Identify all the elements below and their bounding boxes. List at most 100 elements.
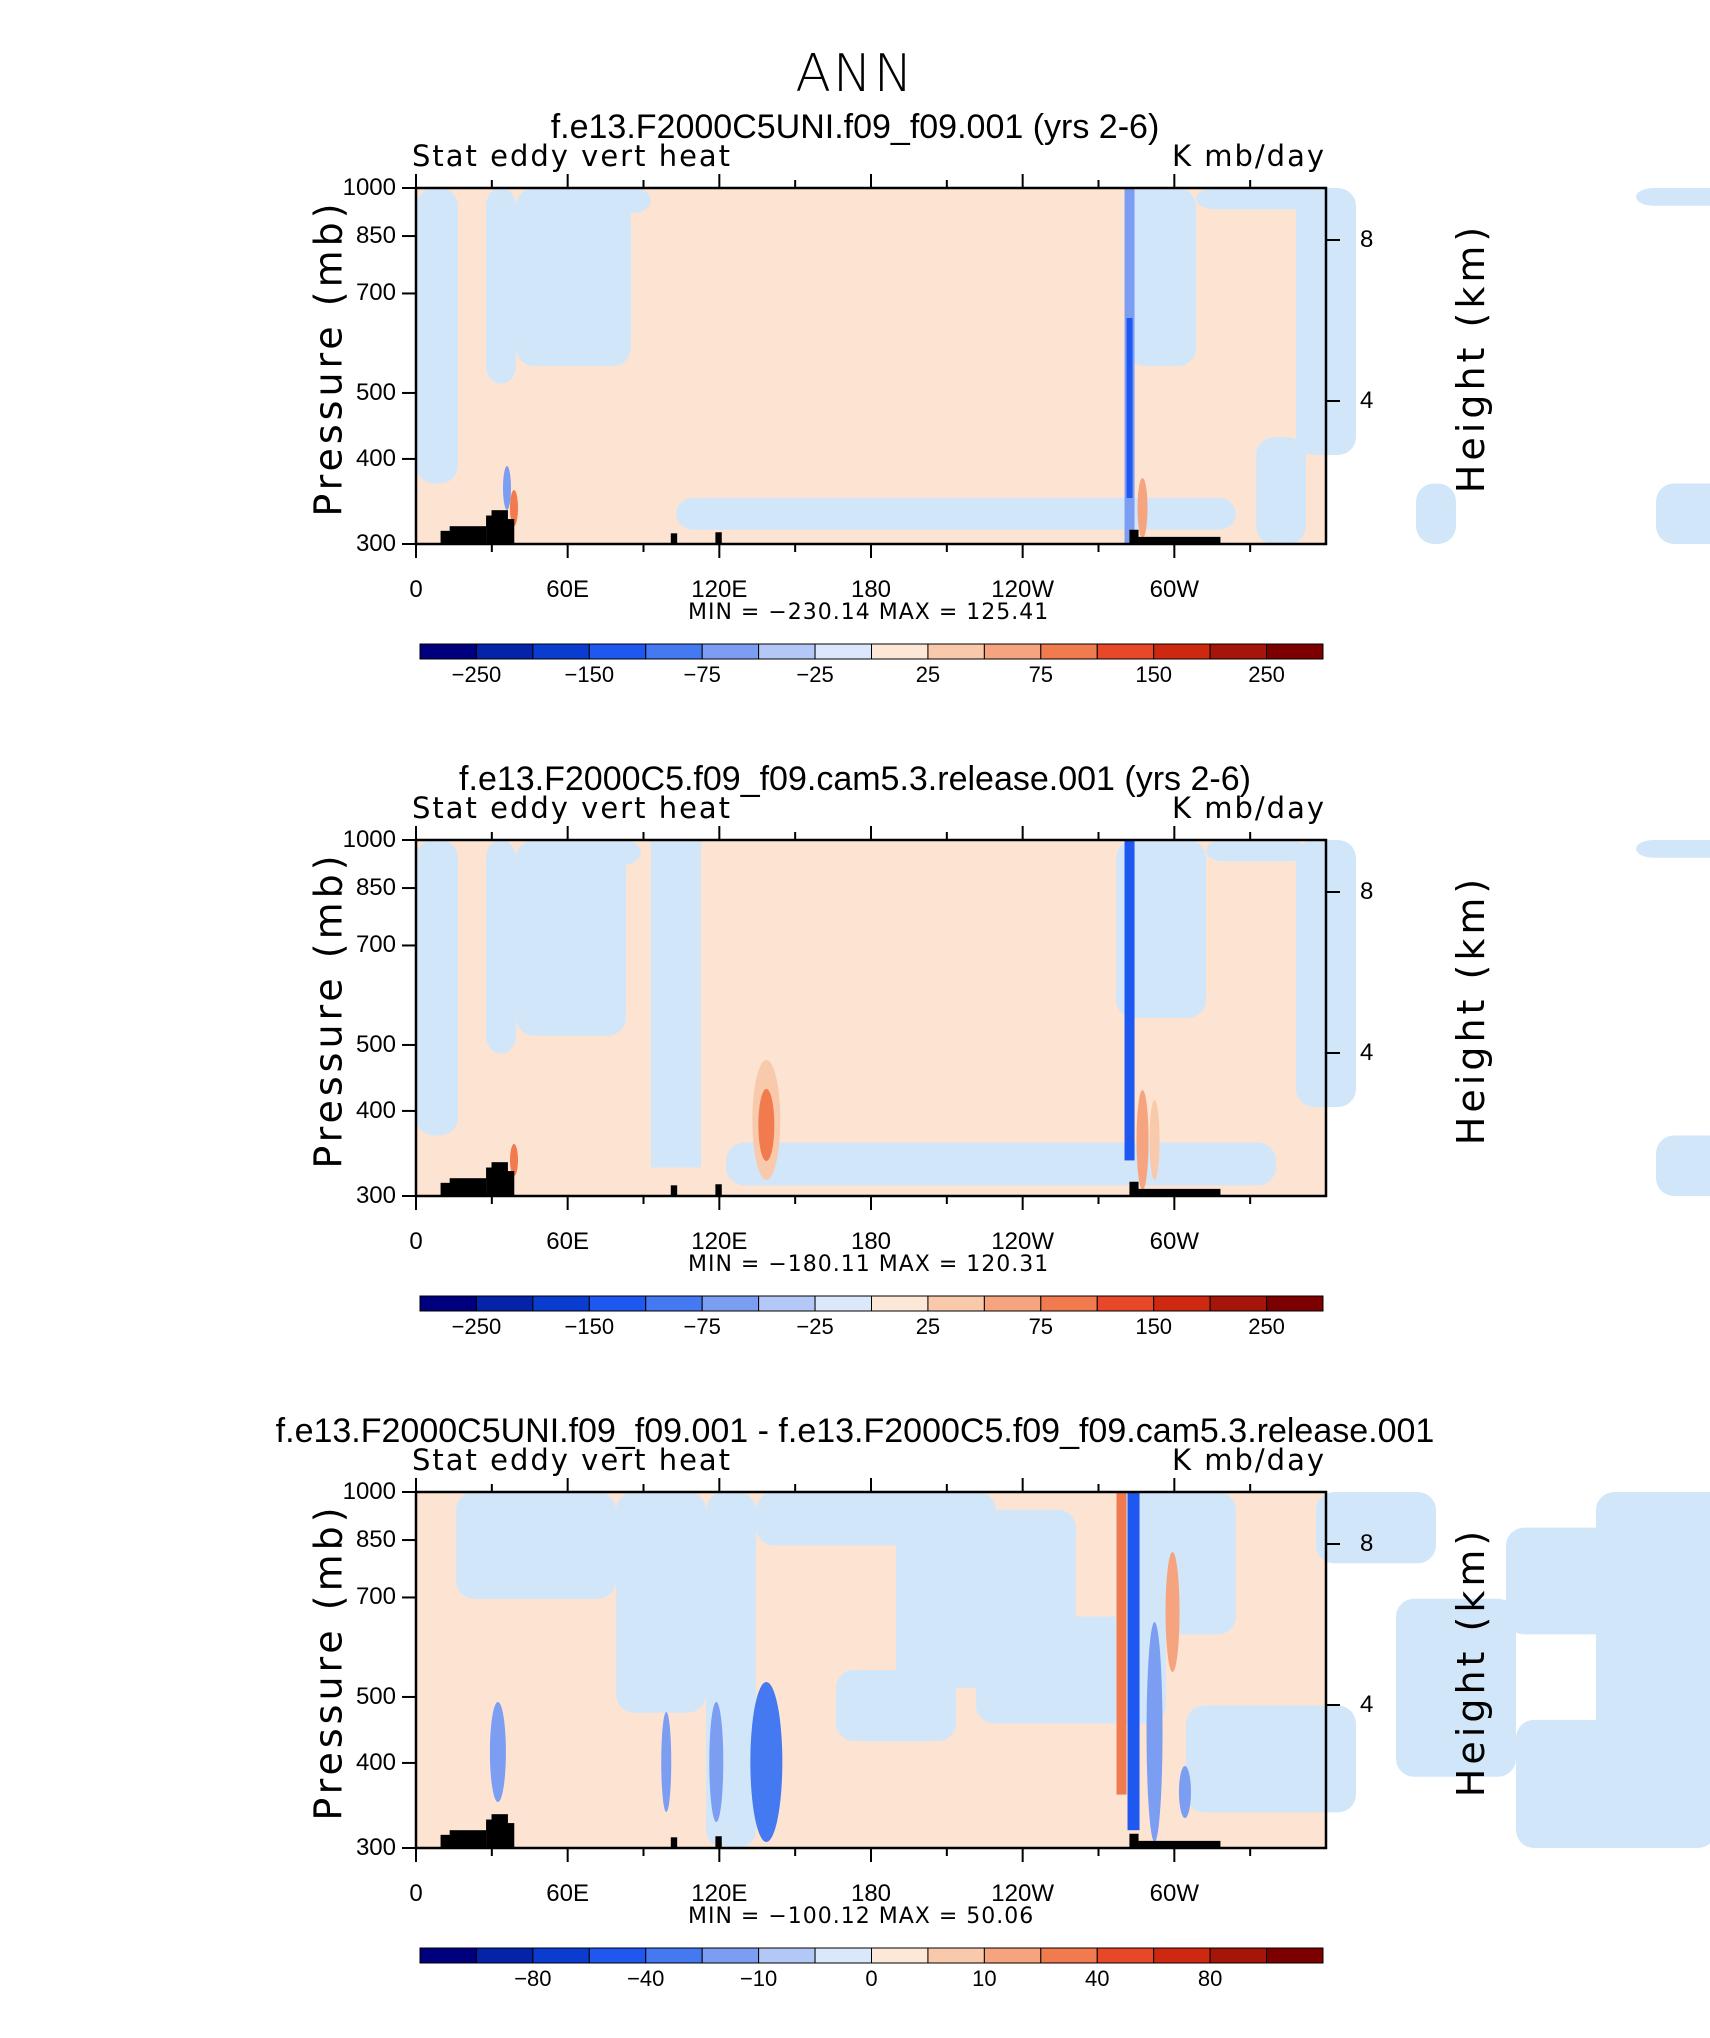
negative-anomaly — [661, 1712, 672, 1812]
negative-anomaly — [489, 1702, 506, 1802]
field-negative-region — [581, 188, 651, 213]
y2-tick-label: 4 — [1360, 1039, 1374, 1066]
y-tick-label: 400 — [355, 444, 396, 472]
y2-axis-title: Height (km) — [1449, 1526, 1494, 1798]
negative-anomaly — [750, 1682, 783, 1842]
field-negative-region — [1656, 483, 1710, 544]
y-tick-label: 1000 — [342, 1478, 396, 1505]
colorbar-label: 25 — [915, 1314, 941, 1339]
y-tick-label: 400 — [355, 1096, 396, 1124]
min-max-stats: MIN = −230.14 MAX = 125.41 — [688, 600, 1050, 625]
x-tick-label: 0 — [409, 1228, 423, 1255]
topography-mask — [449, 526, 487, 544]
field-negative-region — [486, 188, 516, 384]
colorbar-label: 10 — [972, 1966, 997, 1991]
topography-mask — [449, 1178, 487, 1196]
left-label: Stat eddy vert heat — [412, 1443, 733, 1477]
y-tick-label: 1000 — [342, 174, 396, 201]
min-max-stats: MIN = −100.12 MAX = 50.06 — [688, 1904, 1035, 1929]
colorbar-segment — [701, 1947, 760, 1964]
colorbar-segment — [645, 1947, 703, 1964]
colorbar-segment — [701, 643, 760, 660]
colorbar-segment — [983, 1295, 1042, 1312]
topography-mask — [505, 1171, 515, 1196]
x-tick-label: 180 — [850, 1228, 892, 1255]
x-tick-label: 60E — [546, 1228, 589, 1255]
x-tick-label: 120E — [691, 1880, 748, 1907]
topography-mask — [505, 519, 515, 544]
topography-mask — [1129, 1833, 1139, 1848]
x-tick-label: 120W — [991, 576, 1054, 603]
colorbar-label: 0 — [865, 1966, 878, 1991]
colorbar-segment — [758, 1947, 816, 1964]
topography-mask — [449, 1830, 487, 1848]
topography-mask — [715, 1836, 722, 1848]
colorbar-segment — [588, 1295, 647, 1312]
field-negative-region — [1186, 1705, 1356, 1813]
colorbar-segment — [701, 1295, 760, 1312]
y-tick-label: 300 — [355, 1834, 396, 1861]
min-max-stats: MIN = −180.11 MAX = 120.31 — [688, 1252, 1050, 1277]
y2-tick-label: 4 — [1360, 1691, 1374, 1718]
units-label: K mb/day — [1172, 791, 1327, 825]
field-negative-region — [616, 1492, 706, 1713]
colorbar-label: 80 — [1197, 1966, 1223, 1991]
field-negative-region — [1656, 1135, 1710, 1196]
x-tick-label: 180 — [850, 1880, 892, 1907]
colorbar-label: 150 — [1135, 1314, 1173, 1339]
topography-mask — [505, 1823, 515, 1848]
x-tick-label: 180 — [850, 576, 892, 603]
colorbar-segment — [871, 643, 929, 660]
field-negative-region — [1636, 840, 1710, 858]
colorbar-label: −250 — [451, 1314, 502, 1339]
x-tick-label: 60E — [546, 576, 589, 603]
colorbar-segment — [1040, 1947, 1098, 1964]
topography-mask — [670, 1185, 678, 1196]
x-tick-label: 60W — [1149, 1880, 1199, 1907]
field-negative-region — [486, 840, 516, 1054]
field-negative-region — [1416, 483, 1456, 544]
positive-anomaly — [1165, 1552, 1180, 1672]
y-tick-label: 700 — [355, 931, 396, 959]
topography-mask — [1138, 536, 1221, 544]
field-negative-region — [1206, 840, 1306, 862]
positive-anomaly — [1137, 478, 1148, 538]
jet-strong-negative — [1127, 1492, 1140, 1831]
colorbar-label: −75 — [683, 662, 721, 687]
positive-anomaly — [1136, 1090, 1149, 1190]
y2-axis-title: Height (km) — [1449, 222, 1494, 494]
colorbar-segment — [1153, 643, 1211, 660]
colorbar-label: −40 — [627, 1966, 665, 1991]
colorbar-label: 250 — [1248, 662, 1285, 687]
colorbar-label: −150 — [564, 1314, 615, 1339]
field-negative-region — [416, 188, 458, 484]
field-negative-region — [1116, 840, 1206, 1018]
colorbar-segment — [1209, 1295, 1268, 1312]
page-title: ANN — [795, 44, 915, 104]
units-label: K mb/day — [1172, 1443, 1327, 1477]
colorbar-segment — [814, 1947, 872, 1964]
colorbar-segment — [871, 1947, 929, 1964]
colorbar-segment — [1266, 1947, 1324, 1964]
field-negative-region — [516, 188, 631, 366]
units-label: K mb/day — [1172, 139, 1327, 173]
positive-anomaly — [510, 490, 518, 526]
colorbar-segment — [532, 1295, 590, 1312]
field-negative-region — [516, 840, 626, 1036]
x-tick-label: 60W — [1149, 1228, 1199, 1255]
y-tick-label: 500 — [355, 1030, 396, 1058]
colorbar-segment — [1096, 1947, 1155, 1964]
topography-mask — [491, 1814, 508, 1848]
colorbar-segment — [871, 1295, 929, 1312]
colorbar-segment — [927, 1947, 985, 1964]
jet-strong-negative — [1124, 840, 1135, 1161]
y-tick-label: 500 — [355, 1682, 396, 1710]
colorbar-label: −25 — [796, 1314, 834, 1339]
panel-title: f.e13.F2000C5.f09_f09.cam5.3.release.001… — [459, 760, 1251, 798]
left-label: Stat eddy vert heat — [412, 139, 733, 173]
colorbar-segment — [814, 643, 872, 660]
panel-title: f.e13.F2000C5UNI.f09_f09.001 (yrs 2-6) — [550, 108, 1160, 146]
topography-mask — [715, 532, 722, 544]
positive-anomaly — [510, 1144, 518, 1176]
